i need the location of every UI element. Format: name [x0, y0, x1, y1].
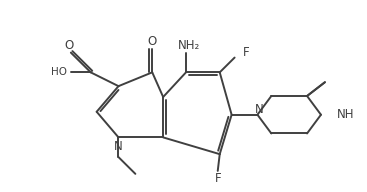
Text: HO: HO	[51, 67, 67, 77]
Text: O: O	[148, 35, 157, 48]
Text: F: F	[243, 46, 249, 59]
Text: N: N	[114, 140, 123, 153]
Text: N: N	[255, 103, 264, 116]
Text: NH₂: NH₂	[178, 39, 200, 52]
Text: NH: NH	[337, 108, 354, 121]
Text: O: O	[64, 39, 73, 52]
Text: F: F	[214, 172, 221, 185]
